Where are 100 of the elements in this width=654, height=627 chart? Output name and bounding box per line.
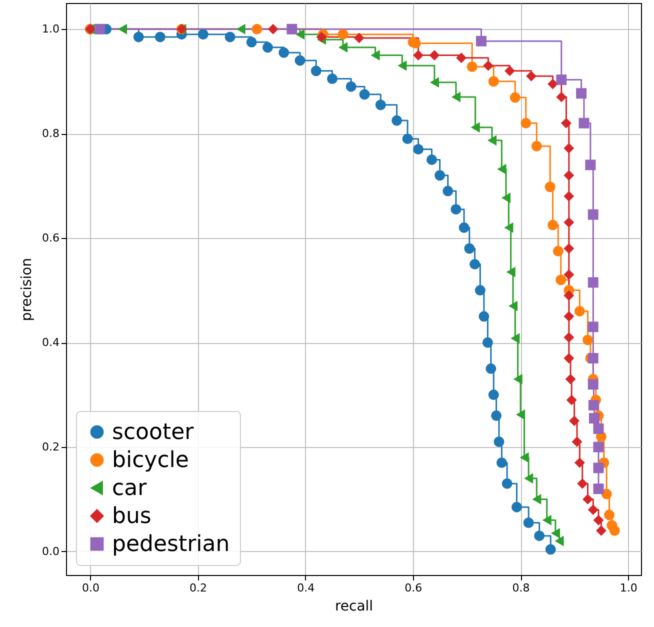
y-tick-label: 1.0 bbox=[42, 22, 60, 36]
point bbox=[588, 209, 598, 220]
x-tick-label: 0.4 bbox=[297, 582, 315, 594]
point bbox=[550, 528, 560, 538]
x-tick-label: 0.0 bbox=[82, 582, 100, 594]
point bbox=[564, 243, 574, 254]
point bbox=[346, 81, 356, 92]
y-tick-label: 0.6 bbox=[42, 232, 60, 245]
point bbox=[552, 246, 564, 256]
point bbox=[534, 530, 545, 542]
point bbox=[236, 24, 246, 34]
point bbox=[556, 92, 567, 102]
y-tick-label: 0.8 bbox=[42, 127, 60, 140]
point bbox=[456, 52, 467, 64]
point bbox=[310, 66, 322, 76]
point bbox=[564, 191, 574, 202]
point bbox=[118, 24, 128, 34]
point bbox=[524, 473, 534, 484]
point bbox=[582, 494, 593, 504]
point bbox=[574, 457, 585, 468]
point bbox=[564, 332, 574, 343]
point bbox=[278, 47, 290, 58]
point bbox=[458, 222, 470, 233]
point bbox=[565, 374, 576, 384]
point bbox=[502, 478, 512, 489]
point bbox=[402, 134, 413, 144]
legend-label: car bbox=[112, 476, 148, 501]
point bbox=[504, 66, 515, 76]
point bbox=[294, 55, 306, 66]
point bbox=[504, 222, 514, 233]
point bbox=[564, 352, 574, 364]
x-tick-label: 1.0 bbox=[620, 582, 638, 594]
point bbox=[588, 413, 600, 424]
point bbox=[577, 478, 588, 489]
point bbox=[585, 160, 596, 170]
point bbox=[609, 525, 620, 536]
point bbox=[548, 220, 558, 230]
point bbox=[327, 74, 338, 84]
point bbox=[564, 142, 574, 154]
point bbox=[542, 514, 552, 526]
point bbox=[442, 186, 454, 196]
point bbox=[375, 100, 386, 110]
point bbox=[554, 536, 564, 546]
point bbox=[564, 311, 574, 322]
point bbox=[338, 42, 348, 53]
point bbox=[268, 24, 278, 34]
point bbox=[497, 164, 506, 174]
point bbox=[596, 525, 606, 536]
point bbox=[338, 29, 348, 40]
point bbox=[262, 42, 273, 53]
point bbox=[398, 60, 407, 71]
point bbox=[604, 510, 615, 520]
point bbox=[588, 379, 598, 390]
point bbox=[494, 436, 504, 448]
point bbox=[556, 74, 567, 86]
point bbox=[474, 285, 486, 296]
point bbox=[252, 24, 262, 34]
point bbox=[588, 277, 598, 288]
point bbox=[593, 442, 604, 452]
point bbox=[510, 333, 520, 344]
point bbox=[501, 192, 511, 204]
point bbox=[466, 61, 478, 72]
x-tick-label: 0.6 bbox=[404, 582, 422, 594]
point bbox=[434, 170, 446, 181]
point bbox=[578, 118, 590, 128]
point bbox=[430, 77, 439, 88]
point bbox=[470, 258, 480, 270]
x-tick-label: 0.2 bbox=[190, 582, 208, 594]
point bbox=[523, 518, 534, 528]
legend-label: bicycle bbox=[112, 448, 189, 473]
point bbox=[564, 290, 574, 301]
x-axis-title: recall bbox=[334, 598, 374, 614]
point bbox=[506, 266, 516, 278]
point bbox=[429, 50, 440, 60]
point bbox=[286, 24, 298, 34]
point bbox=[588, 322, 598, 332]
point bbox=[569, 416, 580, 426]
point bbox=[572, 436, 582, 448]
point bbox=[512, 502, 522, 512]
point bbox=[413, 144, 424, 154]
y-tick-label: 0.4 bbox=[42, 336, 60, 350]
point bbox=[451, 92, 461, 102]
point bbox=[526, 70, 537, 82]
point bbox=[413, 50, 424, 60]
point bbox=[476, 36, 486, 46]
point bbox=[564, 269, 574, 280]
point bbox=[593, 423, 604, 434]
point bbox=[593, 514, 604, 526]
point bbox=[198, 29, 208, 40]
y-tick-label: 0.0 bbox=[42, 544, 60, 558]
point bbox=[295, 29, 305, 40]
point bbox=[545, 544, 556, 555]
point bbox=[482, 337, 493, 348]
point bbox=[488, 76, 499, 87]
point bbox=[478, 311, 490, 322]
point bbox=[488, 390, 499, 400]
point bbox=[566, 394, 577, 406]
point bbox=[564, 217, 574, 228]
y-axis-title: precision bbox=[19, 258, 36, 322]
legend-label: bus bbox=[112, 504, 152, 529]
